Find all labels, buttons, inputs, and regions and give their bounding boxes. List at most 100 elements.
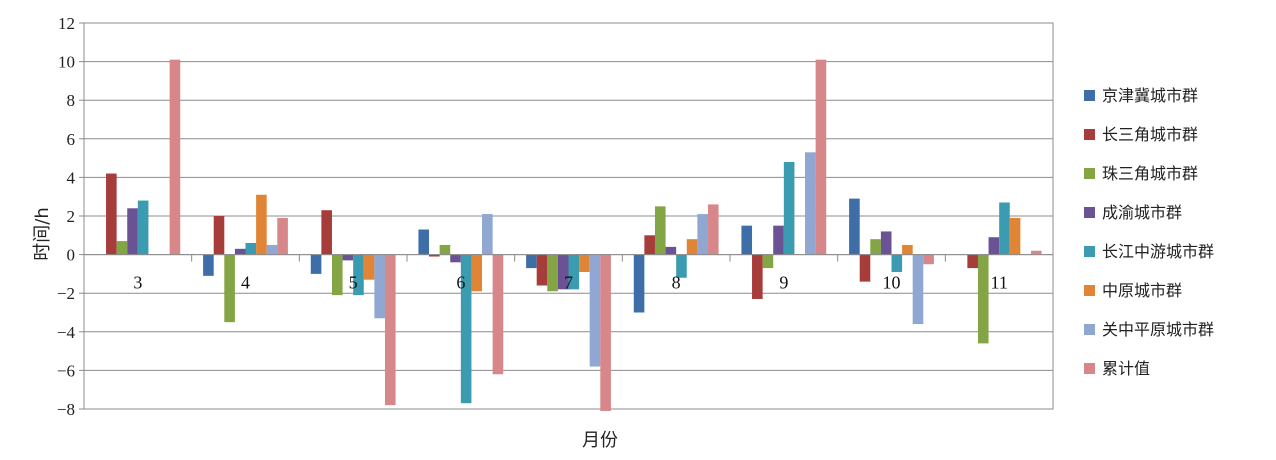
bar-6-珠三角城市群 [439,244,451,255]
bar-6-中原城市群 [471,254,483,292]
bar-8-关中平原城市群 [697,214,708,255]
bar-9-长江中游城市群 [783,161,795,255]
x-axis-title: 月份 [582,430,618,451]
bar-9-京津冀城市群 [741,225,753,255]
legend-swatch [1084,324,1095,335]
bar-layer [106,59,1042,411]
bar-5-京津冀城市群 [310,254,322,274]
bar-11-累计值 [1030,250,1042,255]
bar-10-关中平原城市群 [912,254,924,325]
x-category-label: 10 [883,273,901,293]
y-axis-title: 时间/h [32,207,53,260]
bar-4-累计值 [277,217,288,255]
bar-4-长江中游城市群 [245,243,257,255]
bar-8-中原城市群 [686,239,698,255]
y-tick-label: 2 [67,207,76,226]
bar-7-成渝城市群 [557,254,569,290]
x-category-label: 11 [990,273,1007,293]
bar-8-长江中游城市群 [676,254,687,278]
bar-7-累计值 [600,254,611,411]
x-category-label: 3 [133,273,142,293]
bar-5-关中平原城市群 [374,254,385,319]
bar-6-长三角城市群 [429,254,440,257]
legend-label: 长江中游城市群 [1102,242,1214,261]
bar-6-成渝城市群 [450,254,461,263]
bar-5-中原城市群 [363,254,375,280]
bar-5-珠三角城市群 [331,254,343,296]
bar-6-累计值 [492,254,504,375]
x-category-label: 8 [672,273,681,293]
x-category-label: 5 [349,273,358,293]
bar-4-京津冀城市群 [203,254,214,276]
y-tick-label: 12 [58,14,75,33]
bar-10-珠三角城市群 [870,239,881,255]
bar-8-累计值 [707,204,719,255]
bar-6-长江中游城市群 [460,254,472,404]
y-tick-label: −2 [57,284,75,303]
legend-label: 中原城市群 [1102,281,1182,300]
x-category-label: 6 [456,273,465,293]
bar-4-关中平原城市群 [266,244,278,255]
bar-4-珠三角城市群 [224,254,235,323]
label-layer: 12 10 8 6 4 2 0 −2 −4 −6 −8 3 4 5 6 7 8 9 10 11 [57,14,1008,419]
bar-10-京津冀城市群 [849,198,860,255]
y-tick-label: 8 [67,91,76,110]
bar-11-长三角城市群 [967,254,978,269]
bar-10-长江中游城市群 [891,254,903,272]
x-category-label: 9 [779,273,788,293]
bar-3-珠三角城市群 [116,241,128,255]
legend-swatch [1084,285,1095,296]
y-tick-label: −8 [57,400,75,419]
legend-label: 累计值 [1102,359,1150,378]
legend-swatch [1084,168,1095,179]
bar-7-关中平原城市群 [589,254,601,367]
y-tick-label: 6 [67,130,76,149]
x-category-label: 7 [564,273,573,293]
bar-11-中原城市群 [1009,217,1021,255]
bar-3-成渝城市群 [127,208,138,255]
legend-label: 长三角城市群 [1102,125,1198,144]
bar-9-长三角城市群 [752,254,763,299]
bar-6-京津冀城市群 [418,229,430,255]
bar-3-长江中游城市群 [137,200,149,255]
y-tick-label: 10 [58,53,75,72]
bar-10-成渝城市群 [880,231,892,255]
bar-9-珠三角城市群 [762,254,774,269]
y-tick-label: 0 [67,246,76,265]
y-tick-label: −6 [57,361,75,380]
bar-9-累计值 [815,59,827,255]
legend-label: 成渝城市群 [1102,203,1182,222]
bar-8-长三角城市群 [644,235,655,255]
bar-10-累计值 [923,254,934,265]
bar-3-累计值 [169,59,181,255]
legend-swatch [1084,129,1095,140]
bar-3-长三角城市群 [106,173,117,255]
bar-11-长江中游城市群 [999,202,1010,255]
bar-10-中原城市群 [902,244,913,255]
bar-4-中原城市群 [256,194,267,255]
bar-7-珠三角城市群 [547,254,558,292]
legend-label: 珠三角城市群 [1102,164,1198,183]
bar-10-长三角城市群 [859,254,871,282]
bar-9-关中平原城市群 [805,152,816,255]
bar-7-长江中游城市群 [568,254,580,290]
legend-swatch [1084,207,1095,218]
bar-7-中原城市群 [579,254,590,272]
bar-11-珠三角城市群 [977,254,989,344]
legend-swatch [1084,90,1095,101]
y-tick-label: 4 [67,168,76,187]
legend-swatch [1084,363,1095,374]
bar-7-京津冀城市群 [526,254,537,269]
bar-11-成渝城市群 [988,237,1000,255]
bar-5-长三角城市群 [321,210,332,255]
y-tick-label: −4 [57,323,76,342]
bar-4-长三角城市群 [213,216,225,255]
bar-4-成渝城市群 [234,248,246,255]
bar-8-京津冀城市群 [633,254,645,313]
bar-8-珠三角城市群 [654,206,666,255]
grid-layer [83,22,1054,410]
bar-7-长三角城市群 [536,254,548,286]
legend-swatch [1084,246,1095,257]
bar-9-成渝城市群 [773,225,784,255]
